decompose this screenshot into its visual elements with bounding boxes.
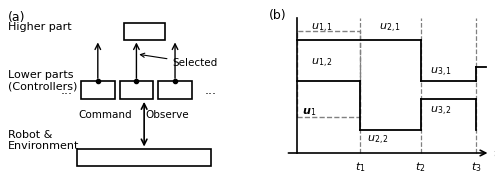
Text: ...: ... (61, 84, 73, 96)
Text: $t_2$: $t_2$ (415, 160, 426, 174)
Text: $u_{2,2}$: $u_{2,2}$ (367, 134, 389, 147)
Text: $t_3$: $t_3$ (471, 160, 482, 174)
Text: (a): (a) (8, 11, 25, 24)
Text: $t$: $t$ (493, 147, 495, 159)
Text: $u_{3,1}$: $u_{3,1}$ (430, 66, 452, 78)
Text: $u_{1,2}$: $u_{1,2}$ (311, 57, 333, 69)
Text: $t_1$: $t_1$ (355, 160, 365, 174)
Text: Command: Command (79, 110, 132, 120)
Text: $u_{1,1}$: $u_{1,1}$ (311, 22, 334, 35)
Text: Robot &
Environment: Robot & Environment (8, 130, 79, 151)
Bar (81, 81, 114, 99)
Bar (120, 81, 153, 99)
Bar (297, 31, 360, 117)
Text: $\boldsymbol{u}_1$: $\boldsymbol{u}_1$ (302, 106, 316, 118)
Text: Selected: Selected (141, 53, 218, 68)
Text: $u_{2,1}$: $u_{2,1}$ (379, 22, 401, 35)
Bar (158, 81, 192, 99)
Text: $u_{3,2}$: $u_{3,2}$ (430, 105, 452, 118)
Text: Higher part: Higher part (8, 22, 71, 32)
Bar (124, 23, 165, 40)
Bar (77, 149, 211, 166)
Text: Observe: Observe (146, 110, 189, 120)
Text: (b): (b) (269, 9, 287, 22)
Text: ...: ... (205, 84, 217, 96)
Text: Lower parts
(Controllers): Lower parts (Controllers) (8, 70, 77, 92)
